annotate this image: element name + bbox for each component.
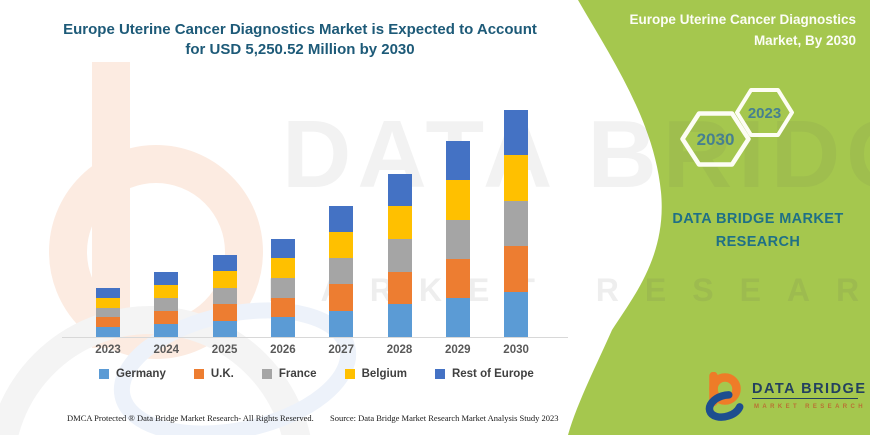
x-axis-label-2023: 2023 bbox=[95, 344, 121, 356]
bar-segment-belgium-2025 bbox=[212, 271, 237, 288]
bar-segment-france-2028 bbox=[387, 238, 412, 272]
year-hexagons: 2030 2023 bbox=[680, 88, 794, 167]
bar-segment-u-k--2024 bbox=[154, 310, 179, 324]
bar-segment-france-2026 bbox=[270, 278, 295, 298]
stacked-bar-2030 bbox=[504, 109, 529, 337]
legend-label: Belgium bbox=[361, 368, 407, 380]
legend-item-france: France bbox=[261, 368, 317, 380]
bar-segment-germany-2029 bbox=[445, 297, 470, 337]
x-axis-line bbox=[62, 337, 568, 338]
x-axis-label-2030: 2030 bbox=[503, 344, 529, 356]
legend-label: France bbox=[278, 368, 317, 380]
hexagon-2030 bbox=[680, 111, 751, 167]
bar-segment-u-k--2025 bbox=[212, 304, 237, 321]
x-axis-label-2024: 2024 bbox=[153, 344, 180, 356]
bar-segment-u-k--2030 bbox=[504, 246, 529, 292]
bar-segment-france-2023 bbox=[96, 307, 120, 318]
legend-swatch bbox=[99, 369, 109, 379]
logo-name-text: DATA BRIDGE bbox=[752, 381, 867, 397]
bar-segment-germany-2025 bbox=[212, 320, 237, 337]
bar-segment-u-k--2026 bbox=[270, 297, 295, 318]
panel-title: Europe Uterine Cancer Diagnostics Market… bbox=[601, 9, 856, 51]
bar-segment-rest-of-europe-2029 bbox=[445, 141, 470, 181]
bar-segment-u-k--2023 bbox=[96, 317, 120, 328]
chart-title: Europe Uterine Cancer Diagnostics Market… bbox=[35, 20, 565, 60]
bar-segment-rest-of-europe-2023 bbox=[96, 288, 120, 298]
bar-segment-germany-2027 bbox=[329, 310, 354, 337]
legend-swatch bbox=[261, 369, 272, 379]
panel-title-line1: Europe Uterine Cancer Diagnostics bbox=[629, 12, 856, 27]
x-axis-label-2025: 2025 bbox=[211, 344, 238, 356]
source-note: Source: Data Bridge Market Research Mark… bbox=[330, 413, 559, 423]
logo-sub-text: MARKET RESEARCH bbox=[754, 404, 866, 410]
hexagon-2023 bbox=[735, 88, 794, 137]
legend-item-rest-of-europe: Rest of Europe bbox=[434, 368, 534, 380]
chart-title-line2: for USD 5,250.52 Million by 2030 bbox=[185, 41, 415, 58]
legend-item-belgium: Belgium bbox=[344, 368, 407, 380]
chart-title-line1: Europe Uterine Cancer Diagnostics Market… bbox=[63, 21, 537, 38]
bar-segment-belgium-2029 bbox=[445, 180, 470, 220]
bar-segment-germany-2024 bbox=[154, 323, 179, 338]
legend-label: Germany bbox=[116, 368, 166, 380]
bar-segment-rest-of-europe-2028 bbox=[387, 173, 412, 207]
bar-segment-belgium-2026 bbox=[270, 258, 295, 279]
bar-segment-france-2024 bbox=[154, 297, 179, 311]
stacked-bar-2025 bbox=[212, 254, 237, 337]
bar-segment-germany-2026 bbox=[270, 317, 295, 337]
legend-swatch bbox=[193, 369, 204, 379]
bar-segment-belgium-2028 bbox=[387, 206, 412, 239]
bar-segment-belgium-2023 bbox=[96, 297, 120, 308]
stacked-bar-2023 bbox=[96, 288, 120, 337]
bar-segment-belgium-2024 bbox=[154, 284, 179, 298]
bar-segment-u-k--2029 bbox=[445, 258, 470, 298]
watermark-text-marketresearch: MARKET RESEARCH bbox=[268, 272, 870, 308]
bar-segment-rest-of-europe-2027 bbox=[329, 205, 354, 233]
stacked-bar-2024 bbox=[154, 271, 179, 338]
bar-segment-belgium-2027 bbox=[329, 232, 354, 259]
brand-wordmark-line1: DATA BRIDGE MARKET bbox=[672, 211, 844, 227]
stacked-bar-2028 bbox=[387, 173, 412, 337]
panel-title-line2: Market, By 2030 bbox=[753, 33, 856, 48]
databridge-logo-glyph bbox=[705, 372, 745, 421]
bar-segment-germany-2023 bbox=[96, 327, 120, 337]
bar-segment-rest-of-europe-2026 bbox=[270, 238, 295, 259]
bar-segment-rest-of-europe-2030 bbox=[504, 109, 529, 156]
legend-swatch bbox=[344, 369, 355, 379]
bar-segment-germany-2028 bbox=[387, 304, 412, 337]
bar-segment-u-k--2028 bbox=[387, 271, 412, 305]
stacked-bar-2029 bbox=[445, 141, 470, 337]
legend-item-germany: Germany bbox=[99, 368, 166, 380]
hexagon-2030-label: 2030 bbox=[697, 130, 735, 149]
bar-segment-france-2027 bbox=[329, 258, 354, 285]
bar-segment-germany-2030 bbox=[504, 291, 529, 337]
brand-wordmark: DATA BRIDGE MARKET RESEARCH bbox=[645, 208, 870, 254]
bar-segment-france-2025 bbox=[212, 287, 237, 305]
legend-item-u-k-: U.K. bbox=[193, 368, 234, 380]
chart-legend: Germany U.K. France Belgium Rest of Europe bbox=[99, 368, 534, 380]
x-axis-label-2028: 2028 bbox=[386, 344, 413, 356]
stacked-bar-2026 bbox=[270, 238, 295, 337]
x-axis-label-2027: 2027 bbox=[328, 344, 354, 356]
bar-segment-rest-of-europe-2025 bbox=[212, 254, 237, 272]
databridge-logo: DATA BRIDGE MARKET RESEARCH bbox=[705, 372, 867, 421]
x-axis-label-2029: 2029 bbox=[445, 344, 471, 356]
dmca-notice: DMCA Protected ® Data Bridge Market Rese… bbox=[67, 413, 314, 423]
legend-label: Rest of Europe bbox=[451, 368, 534, 380]
bar-segment-belgium-2030 bbox=[504, 155, 529, 201]
legend-label: U.K. bbox=[210, 368, 234, 380]
x-axis-label-2026: 2026 bbox=[270, 344, 296, 356]
stacked-bar-2027 bbox=[329, 205, 354, 337]
brand-wordmark-line2: RESEARCH bbox=[715, 234, 801, 250]
watermark-text-databridge: DATA BRIDGE bbox=[282, 101, 870, 208]
bar-segment-u-k--2027 bbox=[329, 284, 354, 311]
legend-swatch bbox=[434, 369, 445, 379]
bar-segment-rest-of-europe-2024 bbox=[154, 271, 179, 285]
hexagon-2023-label: 2023 bbox=[748, 105, 781, 122]
bar-segment-france-2029 bbox=[445, 219, 470, 259]
bar-segment-france-2030 bbox=[504, 200, 529, 247]
